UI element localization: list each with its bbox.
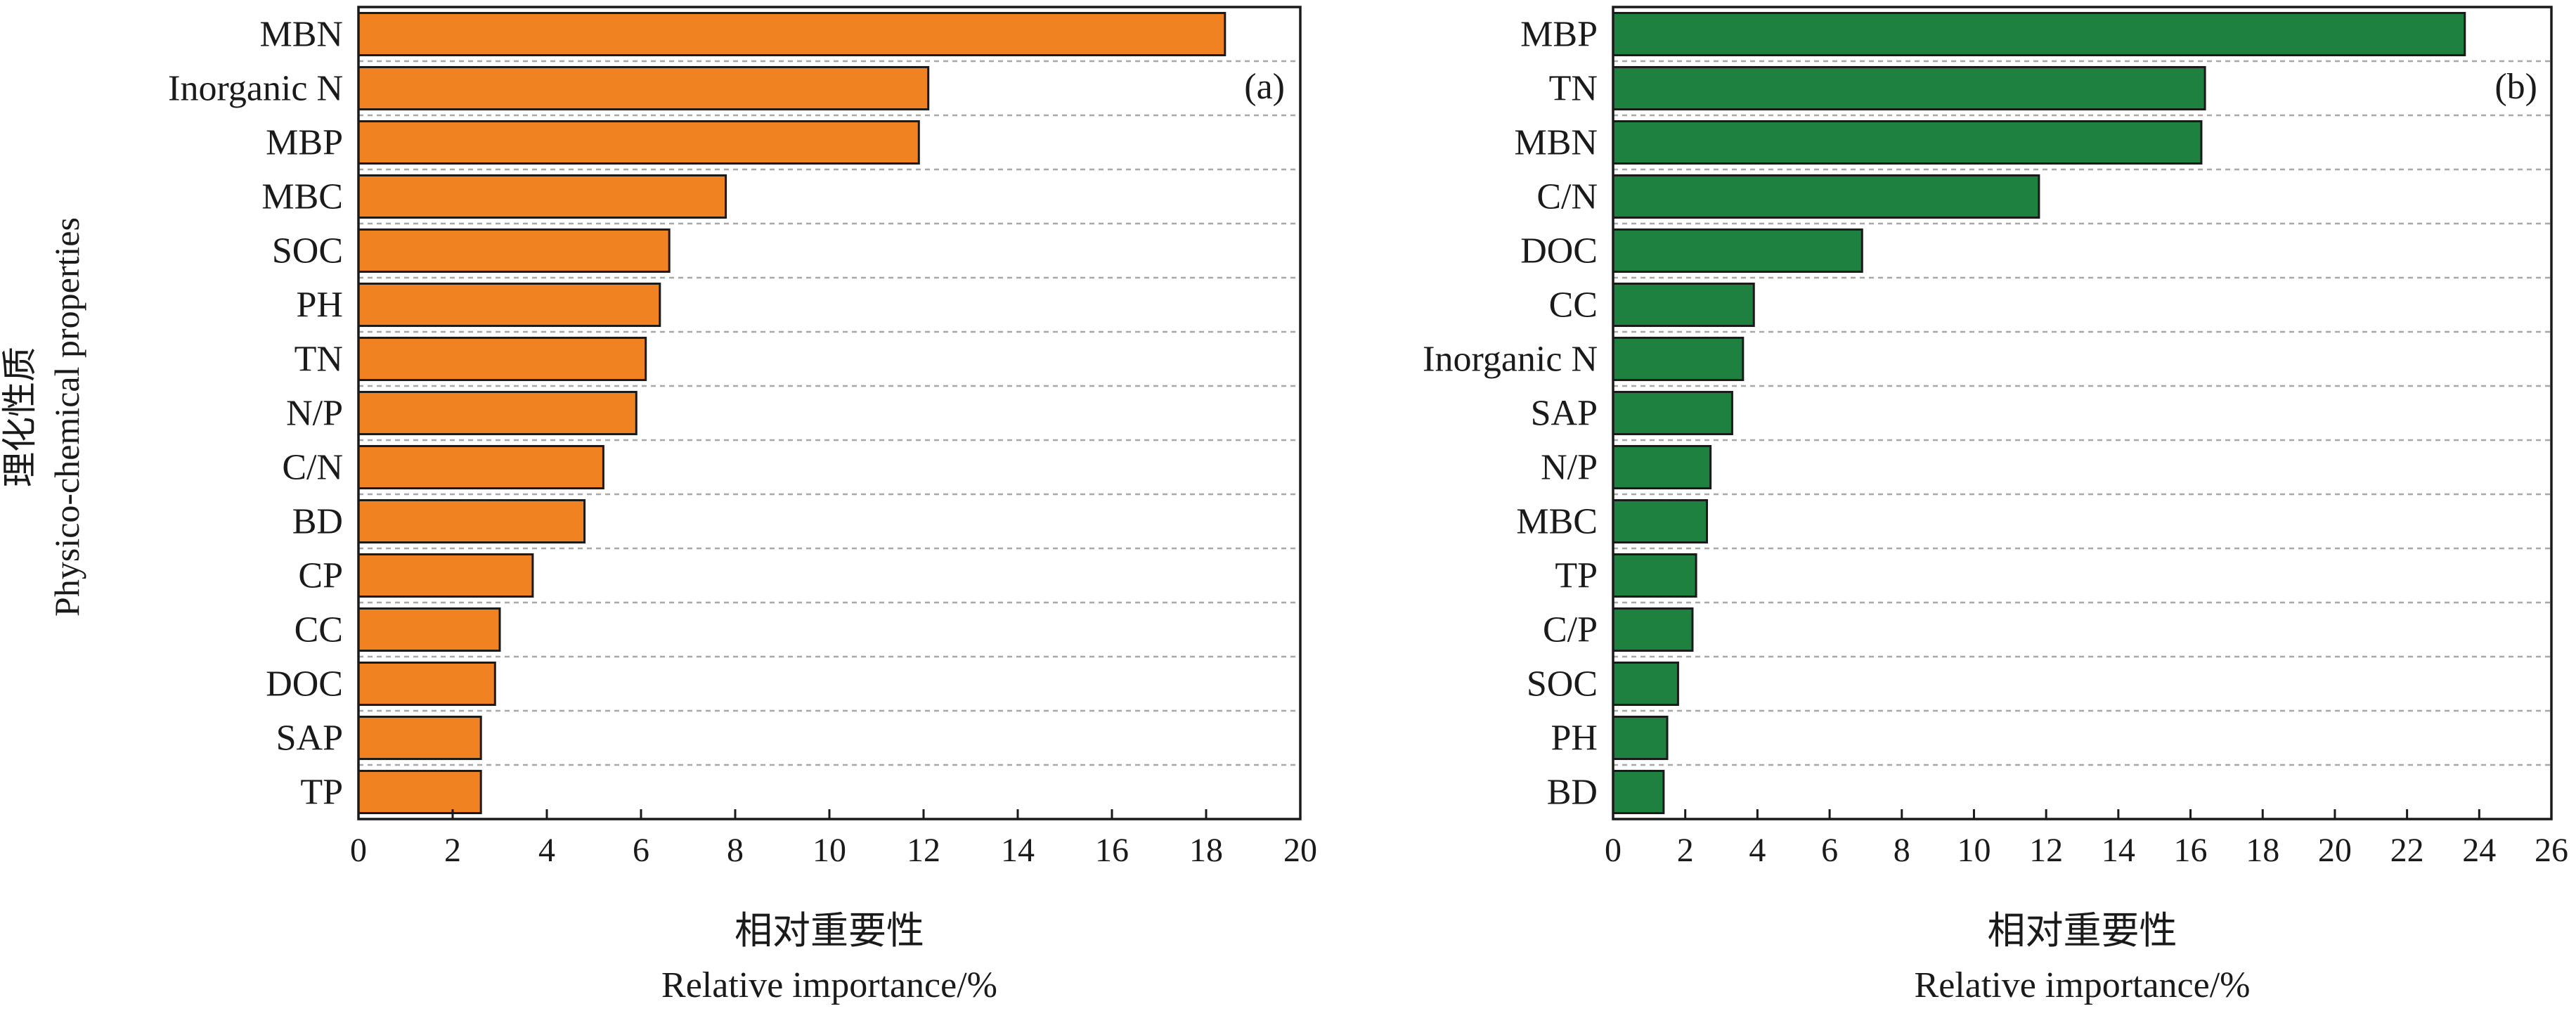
category-label: CP bbox=[298, 556, 343, 596]
category-label: MBP bbox=[1520, 15, 1598, 55]
x-axis-title-zh: 相对重要性 bbox=[1988, 910, 2177, 952]
x-tick-label: 2 bbox=[1677, 832, 1694, 869]
category-label: SOC bbox=[1527, 664, 1598, 704]
panel-label: (b) bbox=[2494, 67, 2537, 107]
category-label: SAP bbox=[1531, 394, 1598, 434]
bar-cc bbox=[1612, 282, 1755, 328]
bar-bd bbox=[1612, 769, 1665, 815]
category-label: Inorganic N bbox=[1423, 340, 1598, 380]
category-label: C/N bbox=[282, 448, 343, 488]
x-tick-label: 2 bbox=[444, 832, 461, 869]
x-tick-label: 14 bbox=[2102, 832, 2135, 869]
x-tick-label: 20 bbox=[1283, 832, 1317, 869]
y-axis-title-en: Physico-chemical properties bbox=[47, 217, 86, 617]
y-axis-title: 理化性质 Physico-chemical properties bbox=[0, 217, 86, 617]
category-label: MBN bbox=[1515, 123, 1598, 163]
bar-tp bbox=[1612, 553, 1697, 598]
category-label: PH bbox=[1551, 719, 1598, 759]
x-tick-label: 8 bbox=[1894, 832, 1910, 869]
bar-tp bbox=[357, 769, 482, 815]
bar-mbp bbox=[357, 120, 920, 165]
category-label: BD bbox=[292, 502, 343, 542]
x-tick-label: 14 bbox=[1001, 832, 1035, 869]
category-label: N/P bbox=[286, 394, 343, 434]
x-tick-label: 4 bbox=[1749, 832, 1766, 869]
x-tick-label: 0 bbox=[1605, 832, 1622, 869]
bar-mbc bbox=[1612, 498, 1708, 544]
bar-sap bbox=[357, 715, 482, 761]
category-label: SOC bbox=[272, 231, 343, 271]
x-tick-label: 0 bbox=[350, 832, 367, 869]
bar-cp bbox=[357, 553, 534, 598]
x-tick-label: 12 bbox=[2029, 832, 2063, 869]
category-label: N/P bbox=[1541, 448, 1598, 488]
bar-tn bbox=[1612, 65, 2206, 111]
category-label: DOC bbox=[1520, 231, 1598, 271]
bar-c-p bbox=[1612, 607, 1694, 652]
bar-bd bbox=[357, 498, 586, 544]
bar-sap bbox=[1612, 390, 1733, 436]
category-label: CC bbox=[295, 610, 343, 650]
panel-label: (a) bbox=[1244, 67, 1285, 107]
bar-soc bbox=[357, 228, 671, 273]
x-tick-label: 18 bbox=[1189, 832, 1223, 869]
x-axis-title-en: Relative importance/% bbox=[1915, 965, 2251, 1005]
bar-inorganic-n bbox=[1612, 336, 1745, 382]
category-label: PH bbox=[297, 285, 343, 326]
x-tick-label: 18 bbox=[2246, 832, 2279, 869]
x-tick-label: 6 bbox=[1821, 832, 1838, 869]
x-tick-label: 16 bbox=[1095, 832, 1129, 869]
category-label: BD bbox=[1547, 773, 1598, 813]
x-tick-label: 10 bbox=[1957, 832, 1991, 869]
bar-tn bbox=[357, 336, 647, 382]
bar-mbp bbox=[1612, 11, 2466, 57]
category-label: MBC bbox=[261, 177, 343, 217]
bar-soc bbox=[1612, 661, 1679, 707]
category-label: CC bbox=[1549, 285, 1598, 326]
x-tick-label: 12 bbox=[907, 832, 940, 869]
category-label: TN bbox=[1549, 69, 1598, 109]
panel-b: MBP TN MBN C/N DOC CC Inorganic N SAP N/P MBC TP C/… bbox=[1423, 6, 2568, 1005]
bar-mbn bbox=[357, 11, 1226, 57]
x-tick-label: 22 bbox=[2390, 832, 2424, 869]
bar-c-n bbox=[357, 444, 604, 490]
bar-ph bbox=[1612, 715, 1669, 761]
panel-a: MBN Inorganic N MBP MBC SOC PH TN N/P C/N BD CP CC D… bbox=[168, 6, 1317, 1005]
bar-c-n bbox=[1612, 174, 2040, 219]
bar-mbn bbox=[1612, 120, 2203, 165]
bar-doc bbox=[1612, 228, 1863, 273]
plot-frame bbox=[1612, 6, 2553, 820]
bar-inorganic-n bbox=[357, 65, 930, 111]
bar-doc bbox=[357, 661, 496, 707]
bar-n-p bbox=[1612, 444, 1712, 490]
bar-mbc bbox=[357, 174, 727, 219]
bar-n-p bbox=[357, 390, 637, 436]
x-tick-label: 24 bbox=[2462, 832, 2496, 869]
category-label: TP bbox=[300, 773, 343, 813]
category-label: TP bbox=[1555, 556, 1598, 596]
category-label: SAP bbox=[276, 719, 343, 759]
category-label: MBN bbox=[260, 15, 343, 55]
category-label: MBC bbox=[1516, 502, 1598, 542]
x-tick-label: 4 bbox=[538, 832, 555, 869]
category-label: Inorganic N bbox=[168, 69, 343, 109]
category-label: C/P bbox=[1543, 610, 1598, 650]
x-tick-label: 6 bbox=[633, 832, 649, 869]
x-tick-label: 26 bbox=[2535, 832, 2568, 869]
y-axis-title-zh: 理化性质 bbox=[0, 347, 39, 487]
category-label: MBP bbox=[266, 123, 343, 163]
x-tick-label: 10 bbox=[813, 832, 846, 869]
x-tick-label: 20 bbox=[2318, 832, 2352, 869]
x-axis-title-en: Relative importance/% bbox=[661, 965, 997, 1005]
bar-ph bbox=[357, 282, 661, 328]
x-tick-label: 8 bbox=[727, 832, 744, 869]
category-label: C/N bbox=[1536, 177, 1598, 217]
x-tick-label: 16 bbox=[2174, 832, 2208, 869]
bar-cc bbox=[357, 607, 501, 652]
x-axis-title-zh: 相对重要性 bbox=[734, 910, 924, 952]
category-label: TN bbox=[295, 340, 343, 380]
category-label: DOC bbox=[266, 664, 343, 704]
